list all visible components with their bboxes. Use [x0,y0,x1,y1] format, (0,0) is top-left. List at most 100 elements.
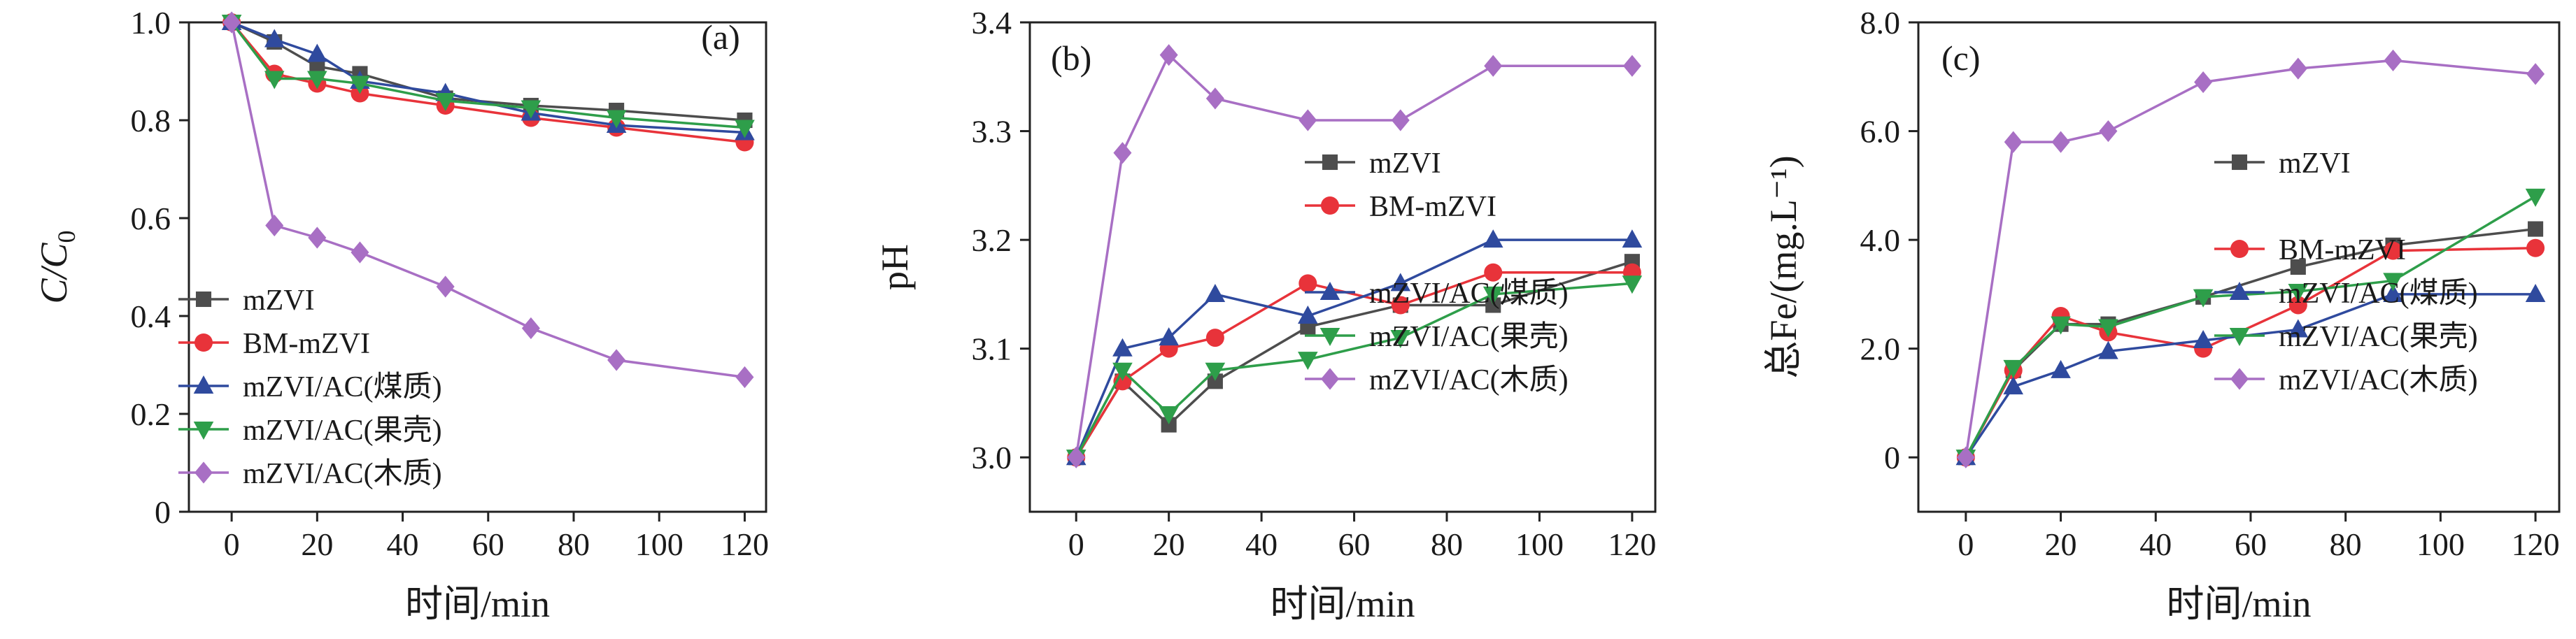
x-tick-label: 60 [1338,526,1371,562]
data-point [1391,109,1410,131]
data-point [1067,446,1086,468]
y-axis-title: 总Fe/(mg.L⁻¹) [1762,155,1804,378]
data-point [2051,359,2071,378]
y-tick-label: 0.4 [131,299,171,334]
data-point [2193,330,2214,349]
panel-label: (a) [701,17,740,57]
series-line [231,21,745,134]
legend-label: BM-mZVI [2279,234,2406,266]
x-tick-label: 100 [2416,526,2465,562]
x-axis-title: 时间/min [405,583,550,625]
legend-marker [2231,154,2248,171]
legend-label: mZVI [2279,148,2351,180]
data-point [2194,71,2213,94]
x-tick-label: 100 [1515,526,1564,562]
data-point [1484,55,1503,77]
data-point [1482,229,1503,248]
data-point [1482,286,1503,305]
data-point [307,43,327,62]
y-tick-label: 0 [155,494,171,530]
data-point [264,71,285,89]
data-point [1207,373,1223,389]
y-tick-label: 2.0 [1860,331,1901,367]
data-point [2288,319,2309,338]
data-point [2099,120,2118,143]
legend-marker [1319,327,1340,346]
data-point [1622,55,1641,77]
data-point [2290,259,2306,275]
data-point [308,227,327,249]
x-tick-label: 40 [2139,526,2172,562]
data-point [2003,359,2024,378]
legend-marker [1322,154,1338,171]
data-point [2098,319,2118,338]
data-point [1298,352,1318,371]
data-point [2526,63,2545,85]
chart-panel-1: 0 20 40 60 80 100 120 0 0.2 0.4 0.6 0.8 1.0 时间/min C/C… [33,5,769,625]
y-tick-label: 0.6 [131,201,171,236]
series-line [1075,238,1632,458]
plot-frame [1917,21,2561,513]
legend-marker [194,461,213,484]
x-axis-title: 时间/min [2166,583,2311,625]
data-point [735,366,754,389]
legend-marker [194,333,213,352]
x-tick-label: 20 [2045,526,2077,562]
y-tick-label: 4.0 [1860,222,1901,258]
data-point [2288,283,2309,302]
x-tick-label: 20 [301,526,333,562]
data-point [264,29,285,48]
data-point [1622,229,1643,248]
data-point [1484,263,1503,282]
data-point [222,11,241,34]
legend-label: mZVI [243,285,315,317]
x-tick-label: 60 [2235,526,2267,562]
legend-label: mZVI/AC(煤质) [1369,278,1569,310]
y-tick-label: 3.0 [972,440,1012,475]
y-tick-label: 8.0 [1860,5,1901,41]
legend-label: BM-mZVI [243,328,370,360]
legend-label: BM-mZVI [1369,191,1496,223]
data-point [436,275,455,298]
chart-panel-2: 0 20 40 60 80 100 120 3.0 3.1 3.2 3.3 3.4 时间/min pH (b… [874,5,1657,625]
panel-label: (b) [1051,38,1091,78]
data-point [2098,340,2118,359]
x-tick-label: 0 [1958,526,1974,562]
data-point [2003,376,2024,395]
y-tick-label: 1.0 [131,5,171,41]
data-point [2288,296,2307,315]
legend-marker [2230,240,2249,258]
data-point [351,241,369,264]
legend-label: mZVI/AC(煤质) [2279,278,2478,310]
data-point [1485,297,1501,313]
legend-marker [1319,282,1340,301]
data-point [1113,142,1132,164]
data-point [2528,221,2544,237]
series-line [230,22,745,379]
data-point [1205,362,1226,381]
data-point [2384,49,2402,72]
data-point [1205,283,1226,302]
legend-marker [2230,368,2249,390]
data-point [2004,131,2023,153]
y-tick-label: 0.8 [131,103,171,138]
x-tick-label: 40 [387,526,419,562]
y-tick-label: 6.0 [1860,114,1901,150]
data-point [1112,338,1133,357]
data-point [2525,283,2546,302]
data-point [2288,57,2307,80]
legend-label: mZVI [1369,148,1441,180]
data-point [307,71,327,89]
data-point [2193,289,2214,308]
legend-marker [1321,368,1339,390]
x-tick-label: 0 [1068,526,1084,562]
x-tick-label: 80 [2330,526,2362,562]
panel-label: (c) [1941,38,1981,78]
series-line [1965,293,2536,459]
series-line [1075,282,1633,459]
x-tick-label: 120 [2512,526,2560,562]
data-point [1205,87,1224,110]
data-point [607,349,626,371]
legend-marker [1321,196,1339,215]
